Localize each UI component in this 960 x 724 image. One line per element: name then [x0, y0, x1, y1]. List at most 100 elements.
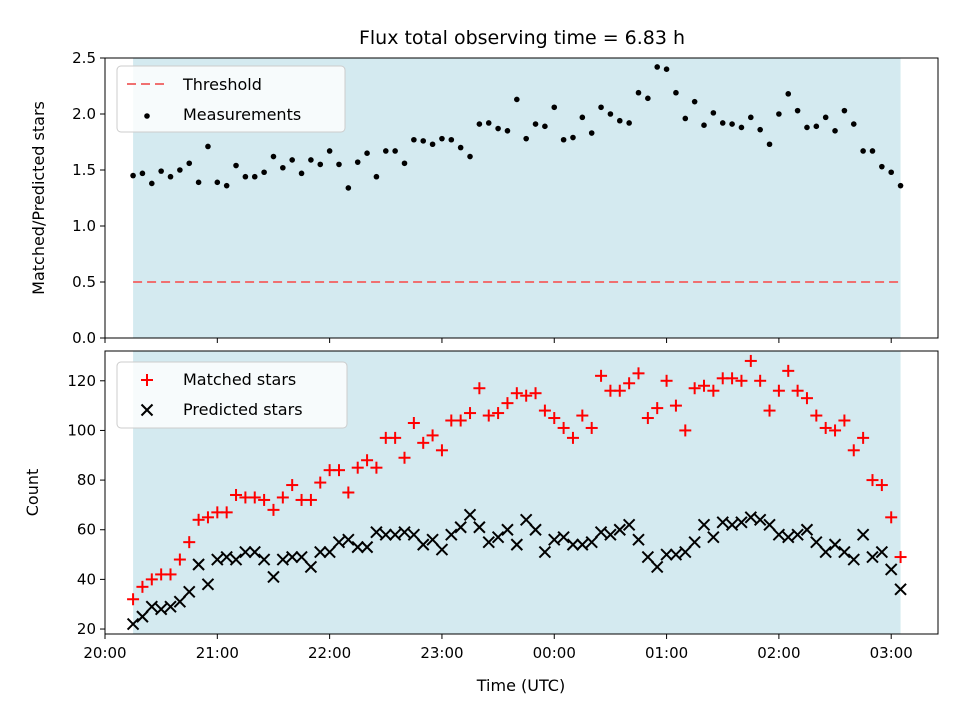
x-tick-label: 23:00: [420, 644, 463, 662]
legend-predicted-label: Predicted stars: [183, 400, 303, 419]
measurement-point: [523, 135, 529, 142]
bottom-panel: 20 40 60 80 100 120 20:00 21:00 22:00 23:00 00:00…: [23, 350, 939, 695]
matched-star-point: [426, 429, 439, 442]
predicted-star-point: [791, 528, 804, 541]
measurement-point: [888, 169, 895, 176]
x-tick-label: 00:00: [533, 644, 576, 662]
measurement-point: [682, 115, 689, 122]
matched-star-point: [492, 407, 505, 420]
predicted-star-point: [323, 545, 336, 559]
measurement-point: [776, 111, 782, 117]
measurement-point: [626, 120, 632, 126]
matched-star-point: [698, 379, 711, 392]
matched-star-point: [136, 580, 149, 593]
predicted-star-point: [669, 548, 683, 561]
matched-star-point: [632, 367, 645, 380]
matched-star-point: [866, 474, 879, 487]
predicted-star-point: [501, 523, 514, 536]
matched-star-point: [857, 431, 870, 444]
legend-predicted-swatch: [140, 403, 154, 417]
predicted-star-point: [154, 602, 168, 616]
measurement-point: [860, 148, 866, 154]
predicted-star-point: [529, 523, 542, 536]
predicted-star-point: [641, 550, 655, 564]
predicted-star-point: [126, 617, 140, 631]
predicted-star-point: [828, 538, 842, 551]
measurement-point: [841, 107, 848, 114]
measurement-point: [729, 121, 735, 127]
measurement-point: [598, 104, 604, 111]
matched-star-point: [669, 399, 682, 412]
matched-star-point: [389, 431, 402, 444]
matched-star-point: [595, 369, 608, 382]
predicted-stars-series: [126, 508, 907, 631]
legend-measurements-swatch: [144, 113, 150, 119]
top-panel: 0.0 0.5 1.0 1.5 2.0 2.5 Matched/Predicted sta…: [29, 49, 939, 347]
measurement-point: [514, 96, 520, 103]
measurement-point: [485, 120, 492, 126]
predicted-star-point: [856, 528, 870, 541]
measurement-point: [467, 153, 473, 160]
bottom-x-axis: 20:00 21:00 22:00 23:00 00:00 01:00 02:00 03:00: [83, 634, 913, 662]
matched-star-point: [332, 464, 345, 477]
predicted-star-point: [519, 513, 533, 527]
matched-star-point: [220, 506, 233, 519]
predicted-star-point: [651, 560, 664, 574]
y-tick-label: 0.0: [72, 329, 96, 347]
y-tick-label: 0.5: [72, 273, 96, 291]
predicted-star-point: [482, 535, 495, 549]
predicted-star-point: [398, 526, 411, 539]
measurement-point: [897, 182, 904, 189]
measurement-point: [645, 95, 651, 102]
predicted-star-point: [388, 528, 402, 541]
predicted-star-point: [622, 518, 636, 531]
predicted-star-point: [819, 545, 832, 559]
predicted-star-point: [370, 526, 383, 539]
predicted-star-point: [557, 530, 570, 544]
measurement-point: [879, 163, 885, 170]
y-tick-label: 2.0: [72, 105, 96, 123]
legend-matched-label: Matched stars: [183, 370, 296, 389]
matched-star-point: [819, 421, 832, 434]
measurement-point: [289, 157, 295, 163]
matched-star-point: [164, 568, 177, 581]
measurement-point: [766, 141, 773, 148]
measurement-point: [195, 179, 202, 186]
measurement-point: [663, 66, 670, 72]
matched-star-point: [744, 354, 757, 367]
measurement-point: [710, 110, 717, 116]
matched-star-point: [679, 424, 692, 437]
predicted-star-point: [716, 516, 729, 529]
predicted-star-point: [435, 543, 449, 556]
predicted-star-point: [810, 535, 823, 549]
predicted-star-point: [688, 535, 701, 549]
measurement-point: [701, 122, 707, 128]
matched-star-point: [407, 416, 420, 429]
predicted-star-point: [510, 538, 524, 551]
matched-star-point: [838, 414, 851, 427]
matched-star-point: [576, 409, 589, 422]
y-tick-label: 120: [67, 372, 96, 390]
bottom-y-axis: 20 40 60 80 100 120: [67, 372, 105, 638]
measurement-point: [158, 168, 164, 174]
predicted-star-point: [679, 545, 692, 559]
legend-threshold-label: Threshold: [182, 75, 262, 94]
measurement-point: [850, 121, 857, 127]
bottom-legend: Matched stars Predicted stars: [116, 361, 348, 429]
measurement-point: [822, 114, 829, 121]
measurement-point: [139, 170, 146, 177]
measurement-point: [560, 136, 567, 143]
predicted-star-point: [136, 610, 149, 623]
predicted-star-point: [604, 528, 617, 541]
predicted-star-point: [548, 533, 561, 546]
predicted-star-point: [847, 553, 860, 566]
predicted-star-point: [145, 600, 159, 613]
measurement-point: [804, 124, 810, 131]
predicted-star-point: [257, 553, 271, 566]
predicted-star-point: [585, 535, 598, 549]
matched-star-point: [398, 451, 411, 464]
predicted-star-point: [164, 600, 177, 613]
measurement-point: [794, 107, 801, 114]
predicted-star-point: [445, 528, 458, 541]
